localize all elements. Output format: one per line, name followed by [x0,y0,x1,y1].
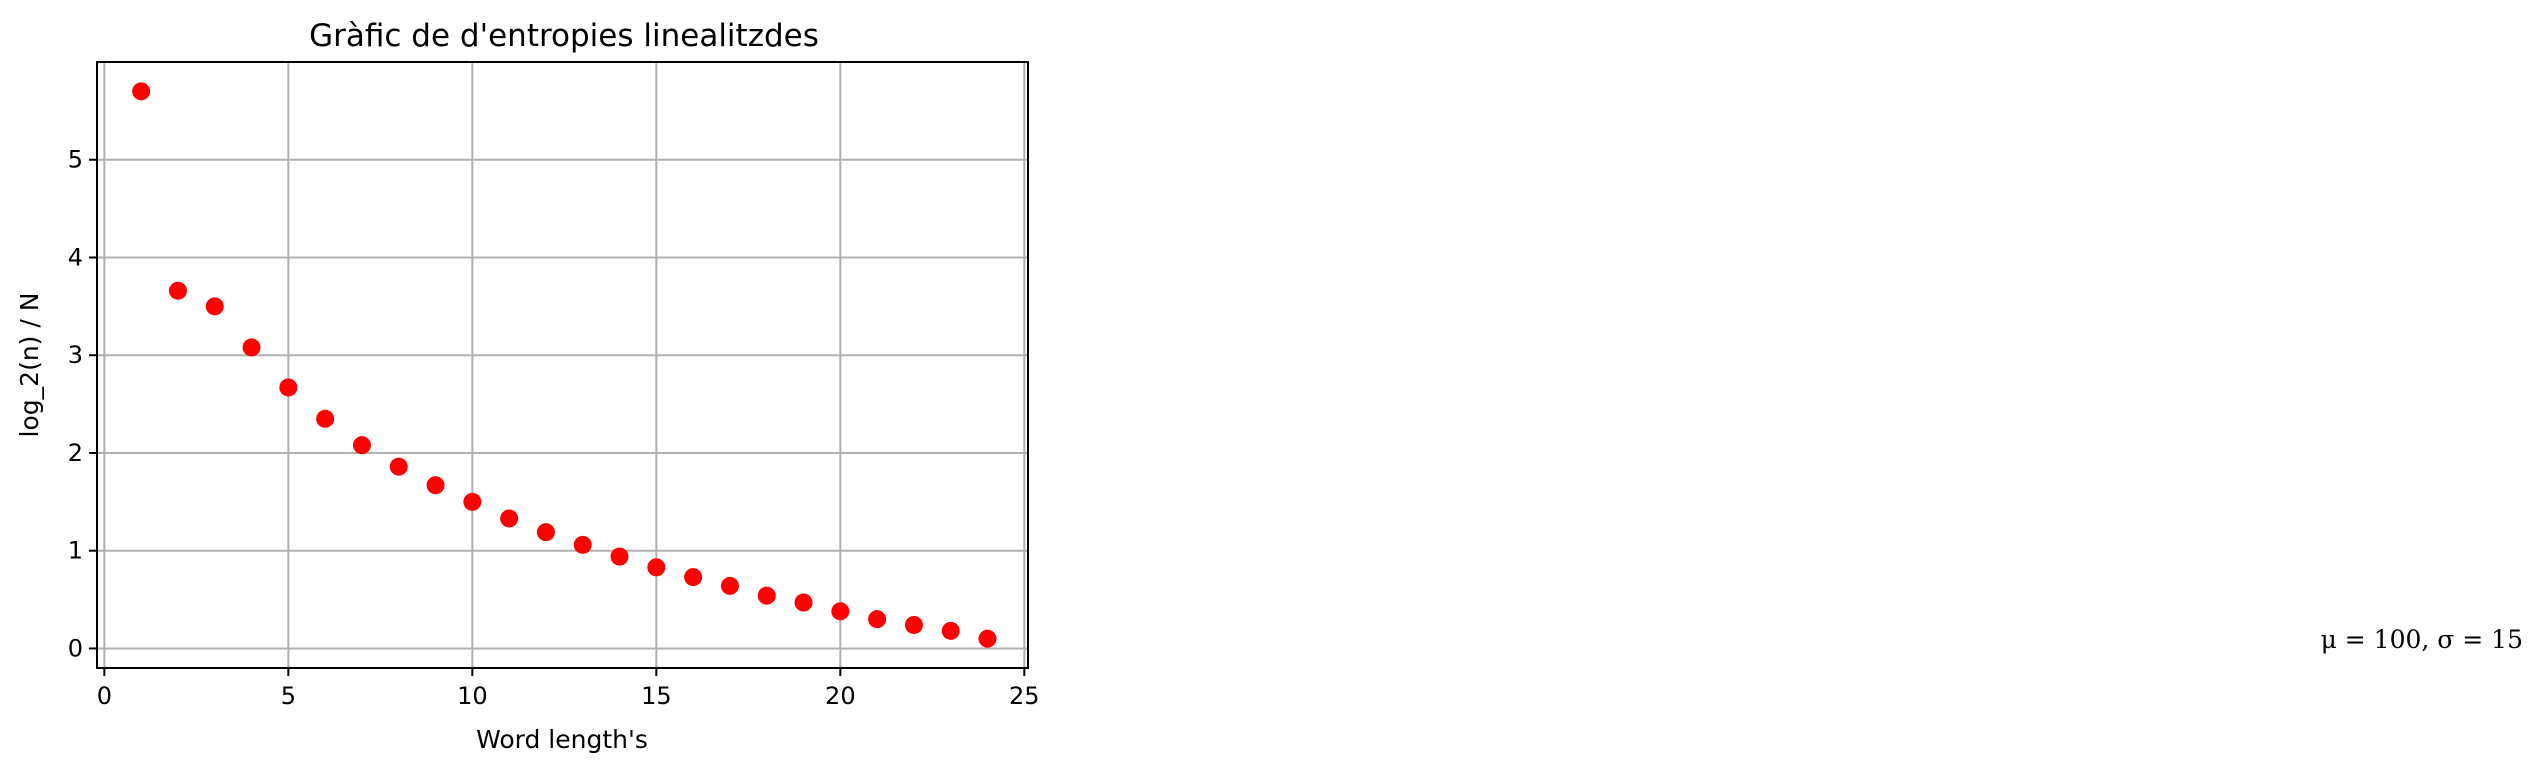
y-tick-label: 1 [68,537,83,565]
data-point [426,476,445,495]
y-tick-label: 4 [68,243,83,271]
data-point [132,82,151,101]
data-point [242,338,261,357]
x-tick-label: 20 [825,682,856,710]
data-point [168,281,187,300]
x-axis-label: Word length's [476,725,648,754]
y-axis-label: log_2(n) / N [15,293,44,438]
chart-title: Gràfic de d'entropies linealitzdes [309,18,819,54]
x-tick-label: 15 [641,682,672,710]
y-tick-label: 5 [68,146,83,174]
plot-frame [96,61,1029,669]
data-point [536,523,555,542]
data-point [573,535,592,554]
grid [97,62,1028,668]
data-point [941,621,960,640]
data-point [205,297,224,316]
data-point [868,610,887,629]
y-tick-label: 3 [68,341,83,369]
data-point [316,409,335,428]
data-point [720,576,739,595]
data-point [610,547,629,566]
x-axis: 0 5 10 15 20 25 [97,668,1040,710]
stats-annotation: μ = 100, σ = 15 [2321,625,2523,654]
data-point [978,629,997,648]
data-point [279,378,298,397]
x-tick-label: 10 [457,682,488,710]
data-point [389,457,408,476]
data-point [831,602,850,621]
data-point [794,593,813,612]
x-tick-label: 5 [281,682,296,710]
y-tick-label: 2 [68,439,83,467]
y-tick-label: 0 [68,634,83,662]
data-point [463,492,482,511]
data-point [352,436,371,455]
data-point [904,615,923,634]
data-point [500,509,519,528]
data-points [132,82,997,648]
x-tick-label: 25 [1009,682,1040,710]
data-point [647,558,666,577]
y-axis: 0 1 2 3 4 5 [68,146,97,662]
data-point [757,586,776,605]
x-tick-label: 0 [97,682,112,710]
data-point [684,568,703,587]
